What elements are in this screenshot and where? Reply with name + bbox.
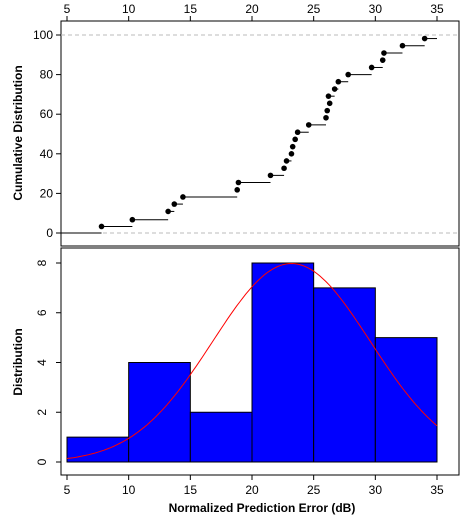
hist-plot-frame <box>60 247 460 476</box>
hist-y-axis-label: Distribution <box>11 328 25 395</box>
x-tick-label: 25 <box>307 2 321 16</box>
cdf-plot-frame <box>60 20 460 247</box>
y-tick-label: 0 <box>35 458 49 465</box>
histogram-panel: 5 10 15 20 25 30 35 0 2 4 6 8 Distribution Normali… <box>11 247 460 515</box>
y-tick-label: 100 <box>33 28 53 42</box>
hist-x-ticks: 5 10 15 20 25 30 35 <box>64 475 444 497</box>
x-axis-label: Normalized Prediction Error (dB) <box>169 501 356 515</box>
x-tick-label: 5 <box>64 2 71 16</box>
cdf-point <box>421 35 428 42</box>
cdf-point <box>326 100 333 107</box>
cdf-point <box>305 122 312 128</box>
cdf-point <box>379 57 386 63</box>
histogram-bars <box>66 262 438 463</box>
cdf-point <box>325 93 332 99</box>
y-tick-label: 8 <box>35 259 49 266</box>
cdf-point <box>267 172 274 179</box>
cdf-points <box>98 35 428 230</box>
y-tick-label: 6 <box>35 309 49 316</box>
cdf-point <box>368 64 375 71</box>
cdf-point <box>331 86 338 92</box>
cdf-point <box>335 78 342 85</box>
cdf-point <box>289 143 296 150</box>
histogram-bar <box>313 287 376 463</box>
cdf-point <box>399 42 406 49</box>
cdf-point <box>288 151 295 157</box>
x-tick-label: 10 <box>122 483 136 497</box>
x-tick-label: 30 <box>369 483 383 497</box>
x-tick-label: 35 <box>430 2 444 16</box>
cdf-point <box>294 129 301 136</box>
cdf-steps <box>61 38 437 234</box>
cdf-y-ticks: 0 20 40 60 80 100 <box>33 28 61 240</box>
x-tick-label: 20 <box>245 483 259 497</box>
cdf-point <box>129 216 136 223</box>
cdf-point <box>234 187 240 193</box>
cdf-point <box>180 194 186 200</box>
cdf-panel: 5 10 15 20 25 30 35 0 20 40 60 80 100 Cumulative Di… <box>11 2 460 247</box>
normal-fit-curve <box>66 262 438 459</box>
y-tick-label: 40 <box>40 147 54 161</box>
histogram-bar <box>374 337 438 463</box>
x-tick-label: 15 <box>184 2 198 16</box>
histogram-bar <box>66 436 130 463</box>
y-tick-label: 80 <box>40 68 54 82</box>
y-tick-label: 60 <box>40 107 54 121</box>
cdf-point <box>235 179 242 186</box>
cdf-point <box>283 158 290 164</box>
cdf-top-x-ticks: 5 10 15 20 25 30 35 <box>64 2 444 21</box>
cdf-point <box>165 208 171 215</box>
x-tick-label: 15 <box>184 483 198 497</box>
histogram-bar <box>251 262 315 463</box>
y-tick-label: 20 <box>40 186 54 200</box>
histogram-bar <box>189 411 253 463</box>
hist-y-ticks: 0 2 4 6 8 <box>35 259 61 465</box>
cdf-point <box>345 71 352 78</box>
cdf-point <box>292 136 298 143</box>
x-tick-label: 30 <box>369 2 383 16</box>
cdf-point <box>323 114 329 121</box>
x-tick-label: 5 <box>64 483 71 497</box>
cdf-point <box>281 165 287 172</box>
y-tick-label: 4 <box>35 359 49 366</box>
x-tick-label: 35 <box>430 483 444 497</box>
x-tick-label: 25 <box>307 483 321 497</box>
cdf-reference-lines <box>61 34 459 234</box>
x-tick-label: 20 <box>245 2 259 16</box>
cdf-point <box>381 50 387 56</box>
y-tick-label: 2 <box>35 409 49 416</box>
cdf-point <box>324 107 331 114</box>
cdf-point <box>98 223 105 230</box>
cdf-y-axis-label: Cumulative Distribution <box>11 65 25 200</box>
x-tick-label: 10 <box>122 2 136 16</box>
cdf-point <box>171 201 178 207</box>
y-tick-label: 0 <box>46 226 53 240</box>
